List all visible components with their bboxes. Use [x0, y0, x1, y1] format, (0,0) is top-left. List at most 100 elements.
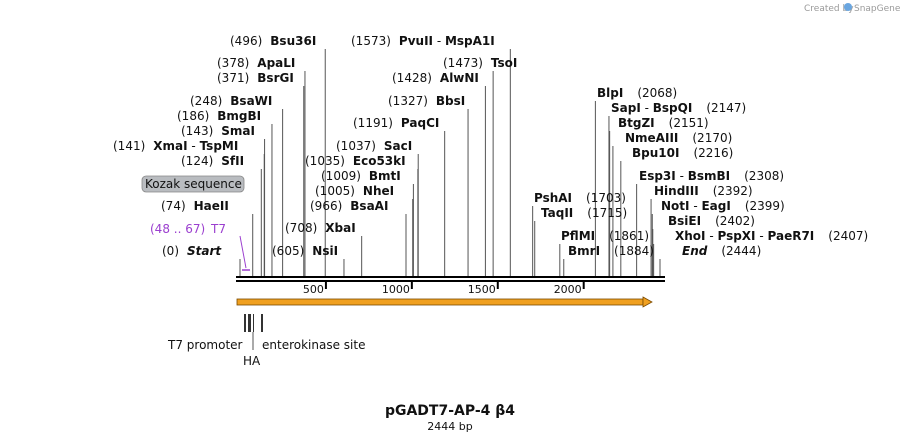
site-label: NotI - EagI (2399) — [661, 199, 785, 213]
site-label: (248) BsaWI — [190, 94, 272, 108]
t7-promoter-mark — [244, 314, 246, 332]
enterokinase-site-mark — [261, 314, 263, 332]
ha-tag-mark — [248, 314, 251, 332]
site-end: End (2444) — [682, 244, 761, 258]
site-leader-lines — [239, 49, 661, 276]
site-label: End (2444) — [682, 244, 761, 258]
site-pos: (2068) — [637, 86, 677, 100]
site-alt: BspQI — [653, 101, 693, 115]
site-pos: (1191) — [353, 116, 393, 130]
site-label: (1009) BmtI — [321, 169, 401, 183]
site-label: BmrI (1884) — [568, 244, 654, 258]
site-pos: (371) — [217, 71, 249, 85]
site-label: (0) Start — [162, 244, 222, 258]
site-label: Esp3I - BsmBI (2308) — [639, 169, 784, 183]
site-label: (141) XmaI - TspMI — [113, 139, 238, 153]
site-pos: (2170) — [692, 131, 732, 145]
site-alt: BsmBI — [688, 169, 730, 183]
site-label: (124) SfII — [181, 154, 244, 168]
site-label: (371) BsrGI — [217, 71, 294, 85]
site-name: Eco53kI — [353, 154, 406, 168]
credit-brand: SnapGene — [854, 4, 901, 14]
site-name: BmrI — [568, 244, 600, 258]
site-name: Bsu36I — [270, 34, 316, 48]
site-label: (74) HaeII — [161, 199, 229, 213]
site-pos: (124) — [181, 154, 213, 168]
plasmid-length: 2444 bp — [427, 420, 472, 433]
site-pos: (1703) — [586, 191, 626, 205]
ruler-tick-label: 500 — [303, 283, 324, 296]
site-label: PflMI (1861) — [561, 229, 649, 243]
site-hindiii: HindIII (2392) — [654, 184, 753, 198]
ruler-tick-label: 1500 — [468, 283, 496, 296]
site-label: (1191) PaqCI — [353, 116, 439, 130]
site-pos: (1861) — [609, 229, 649, 243]
site-name: HindIII — [654, 184, 699, 198]
site-pos: (1009) — [321, 169, 361, 183]
site-pos: (2402) — [715, 214, 755, 228]
site-pos: (141) — [113, 139, 145, 153]
site-name: BsiEI — [668, 214, 701, 228]
site-name: ApaLI — [257, 56, 295, 70]
site-nmeaiii: NmeAIII (2170) — [625, 131, 732, 145]
site-pos: (2308) — [744, 169, 784, 183]
site-pos: (496) — [230, 34, 262, 48]
site-pos: (248) — [190, 94, 222, 108]
site-sapi: SapI - BspQI (2147) — [611, 101, 746, 115]
site-name: XmaI — [153, 139, 187, 153]
site-name: SapI — [611, 101, 641, 115]
t7-primer-range: (48 .. 67) — [150, 222, 205, 236]
site-labels: (496) Bsu36I (378) ApaLI (371) BsrGI (248) BsaW… — [113, 34, 868, 258]
site-bbsi: (1327) BbsI — [388, 94, 465, 108]
feature-mark — [253, 314, 254, 332]
site-name: NmeAIII — [625, 131, 678, 145]
site-xbai: (708) XbaI — [285, 221, 356, 235]
snapgene-logo-icon — [844, 3, 852, 11]
site-alt: MspA1I — [445, 34, 495, 48]
site-name: PshAI — [534, 191, 572, 205]
site-pos: (1005) — [315, 184, 355, 198]
site-label: BtgZI (2151) — [618, 116, 709, 130]
site-bmgbi: (186) BmgBI — [177, 109, 261, 123]
site-name: NheI — [363, 184, 394, 198]
site-label: TaqII (1715) — [541, 206, 627, 220]
site-label: (966) BsaAI — [310, 199, 388, 213]
site-smai: (143) SmaI — [181, 124, 255, 138]
site-bsrgi: (371) BsrGI — [217, 71, 294, 85]
site-label: (1035) Eco53kI — [305, 154, 406, 168]
site-name: TsoI — [491, 56, 517, 70]
site-label: (1327) BbsI — [388, 94, 465, 108]
site-name: NotI — [661, 199, 690, 213]
site-bsu36i: (496) Bsu36I — [230, 34, 316, 48]
site-blpi: BlpI (2068) — [597, 86, 677, 100]
credit-text: Created by — [804, 4, 854, 14]
site-name: XbaI — [325, 221, 355, 235]
site-name: BsaWI — [230, 94, 272, 108]
site-name: Esp3I — [639, 169, 676, 183]
site-pos: (1327) — [388, 94, 428, 108]
site-pos: (143) — [181, 124, 213, 138]
site-pos: (2407) — [828, 229, 868, 243]
orf-body — [236, 298, 644, 306]
site-label: BlpI (2068) — [597, 86, 677, 100]
site-pos: (2151) — [669, 116, 709, 130]
site-paqci: (1191) PaqCI — [353, 116, 439, 130]
site-pos: (1573) — [351, 34, 391, 48]
ha-label: HA — [243, 354, 261, 368]
site-pos: (1715) — [587, 206, 627, 220]
site-pos: (74) — [161, 199, 186, 213]
site-pos: (2147) — [706, 101, 746, 115]
site-label: NmeAIII (2170) — [625, 131, 732, 145]
site-name: BtgZI — [618, 116, 655, 130]
site-name: PaqCI — [401, 116, 439, 130]
site-label: (1428) AlwNI — [392, 71, 479, 85]
site-pos: (2399) — [745, 199, 785, 213]
site-label: HindIII (2392) — [654, 184, 753, 198]
site-noti: NotI - EagI (2399) — [661, 199, 785, 213]
site-label: XhoI - PspXI - PaeR7I (2407) — [675, 229, 868, 243]
site-label: Bpu10I (2216) — [632, 146, 733, 160]
site-label: BsiEI (2402) — [668, 214, 755, 228]
site-pos: (1035) — [305, 154, 345, 168]
site-alt: TspMI — [200, 139, 239, 153]
